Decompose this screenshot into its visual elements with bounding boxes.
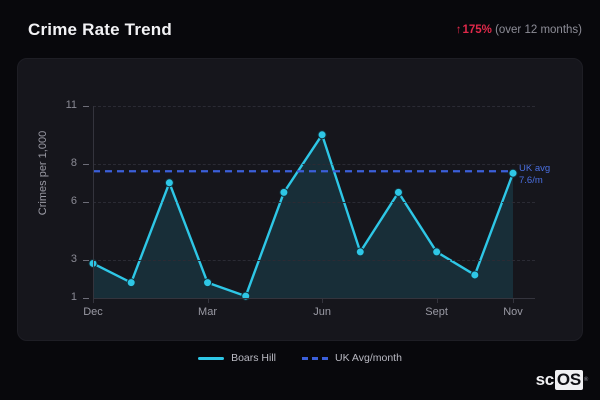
y-tick-mark [83, 163, 89, 165]
page-title: Crime Rate Trend [28, 20, 172, 39]
y-tick-mark [83, 298, 89, 299]
y-gridline [93, 163, 535, 165]
data-point-marker[interactable] [317, 130, 327, 140]
watermark-prefix: sc [535, 370, 555, 389]
x-tick-mark [93, 299, 94, 303]
watermark-trademark-icon: ® [583, 377, 588, 383]
y-tick-mark [83, 259, 89, 261]
x-tick-label: Jun [313, 306, 331, 318]
data-point-marker[interactable] [508, 168, 518, 178]
x-tick-label: Dec [83, 306, 103, 318]
x-tick-mark [207, 299, 209, 303]
chart-header: Crime Rate Trend ↑175% (over 12 months) [0, 20, 600, 50]
reference-annotation: UK avg 7.6/m [519, 163, 550, 186]
series-svg [88, 130, 518, 301]
y-tick-mark [83, 202, 89, 203]
y-tick-label: 11 [65, 99, 77, 111]
data-point-marker[interactable] [279, 187, 289, 197]
reference-annotation-line1: UK avg [519, 163, 551, 175]
scos-watermark: sc OS ® [536, 370, 588, 390]
data-point-marker[interactable] [126, 278, 136, 288]
series-area-fill [93, 134, 513, 298]
legend-item[interactable]: Boars Hill [198, 352, 276, 364]
data-point-marker[interactable] [203, 278, 213, 288]
y-gridline [93, 106, 535, 107]
x-tick-mark [322, 299, 324, 303]
trend-period: (over 12 months) [495, 24, 582, 36]
data-point-marker[interactable] [432, 247, 442, 257]
y-gridline [93, 202, 535, 203]
data-point-marker[interactable] [470, 270, 480, 280]
trend-up-arrow-icon: ↑ [455, 24, 462, 36]
plot-area: Crimes per 1,000 UK avg 7.6/m 11 8 6 3 1 Dec M… [18, 59, 584, 342]
y-tick-mark [83, 106, 89, 107]
data-point-marker[interactable] [164, 178, 174, 188]
reference-annotation-line2: 7.6/m [519, 174, 543, 186]
legend-swatch-icon [198, 356, 225, 360]
y-tick-label: 8 [70, 156, 77, 169]
trend-delta-value: 175% [462, 24, 492, 36]
data-point-marker[interactable] [355, 247, 365, 257]
legend-label: UK Avg/month [335, 352, 402, 364]
legend-swatch-icon [302, 356, 328, 360]
watermark-badge: OS [554, 370, 583, 390]
chart-card: Crimes per 1,000 UK avg 7.6/m 11 8 6 3 1 Dec M… [17, 58, 583, 341]
y-axis-line [93, 106, 94, 298]
x-tick-label: Sept [425, 306, 448, 318]
x-tick-label: Nov [503, 306, 523, 318]
legend-item[interactable]: UK Avg/month [302, 352, 402, 364]
x-axis-line [93, 298, 535, 299]
x-tick-mark [436, 299, 438, 303]
legend-label: Boars Hill [231, 352, 276, 364]
trend-summary: ↑175% (over 12 months) [456, 24, 582, 36]
y-tick-label: 6 [70, 195, 77, 207]
x-tick-mark [513, 299, 514, 303]
y-tick-label: 3 [70, 252, 77, 265]
chart-legend: Boars Hill UK Avg/month [0, 352, 600, 364]
x-tick-label: Mar [198, 306, 217, 318]
y-gridline [93, 259, 535, 261]
data-point-marker[interactable] [393, 187, 403, 197]
y-tick-label: 1 [70, 291, 77, 303]
